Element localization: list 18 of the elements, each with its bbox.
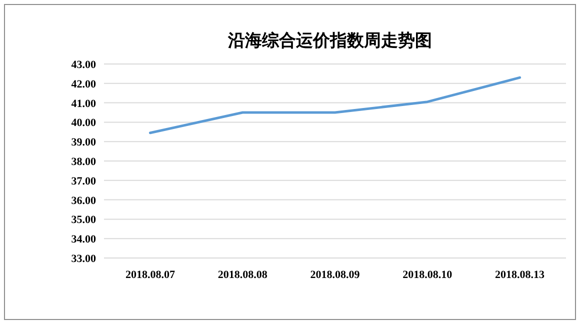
y-tick-label: 34.00 — [71, 234, 96, 246]
y-tick-label: 36.00 — [71, 194, 96, 207]
line-series — [148, 76, 522, 134]
y-tick-label: 33.00 — [71, 253, 96, 265]
y-tick-label: 38.00 — [71, 156, 96, 168]
y-tick-label: 41.00 — [71, 98, 96, 110]
y-tick-label: 40.00 — [71, 117, 96, 130]
y-tick-label: 42.00 — [71, 78, 96, 90]
x-tick-label: 2018.08.10 — [402, 269, 453, 281]
chart-title: 沿海综合运价指数周走势图 — [227, 31, 432, 50]
x-tick-label: 2018.08.09 — [310, 269, 360, 281]
x-tick-label: 2018.08.08 — [218, 269, 268, 281]
y-tick-label: 35.00 — [71, 214, 96, 226]
y-tick-label: 39.00 — [71, 136, 96, 149]
x-tick-label: 2018.08.07 — [125, 269, 176, 281]
y-tick-label: 43.00 — [71, 59, 96, 71]
x-tick-label: 2018.08.13 — [495, 269, 546, 281]
y-tick-label: 37.00 — [71, 175, 96, 188]
